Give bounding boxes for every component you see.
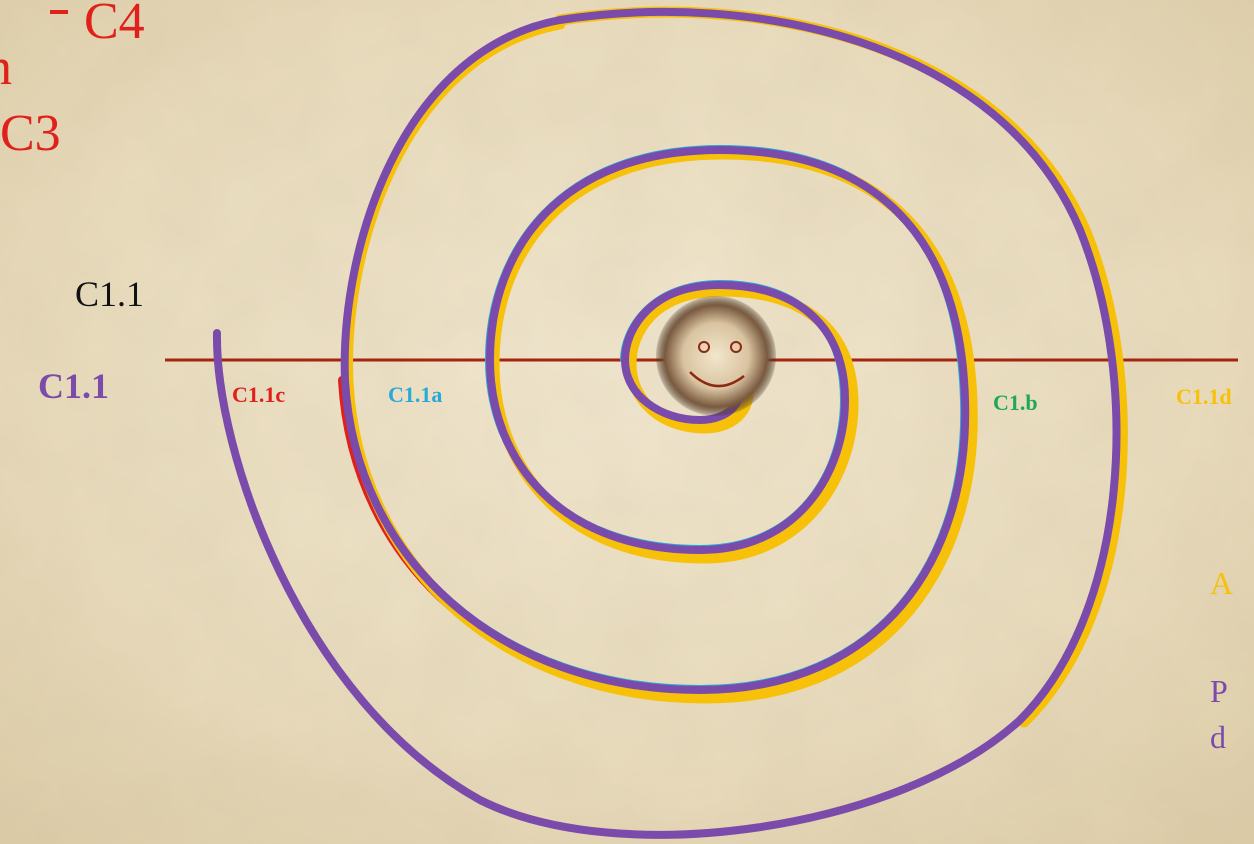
label-c4: C4 [84,0,145,50]
label-c1-1: C1.1 [75,274,144,314]
texture [0,0,1254,844]
axis-label: C1.1c [232,382,285,407]
edge-text: A [1210,565,1233,601]
label-c3: C3 [0,105,61,162]
axis-label: C1.b [993,390,1038,415]
edge-text: d [1210,719,1226,755]
label-c1-1-purple: C1.1 [38,366,109,406]
axis-label: C1.1a [388,382,442,407]
slide: C4 n C3 C1.1 C1.1 C1.1c C1.1a C1.b C1.1d… [0,0,1254,844]
edge-text: P [1210,673,1228,709]
label-partial: n [0,39,12,96]
axis-label: C1.1d [1176,384,1232,409]
smiley-face [656,296,776,416]
page: C4 n C3 C1.1 C1.1 C1.1c C1.1a C1.b C1.1d… [0,0,1254,844]
smiley [656,296,776,416]
